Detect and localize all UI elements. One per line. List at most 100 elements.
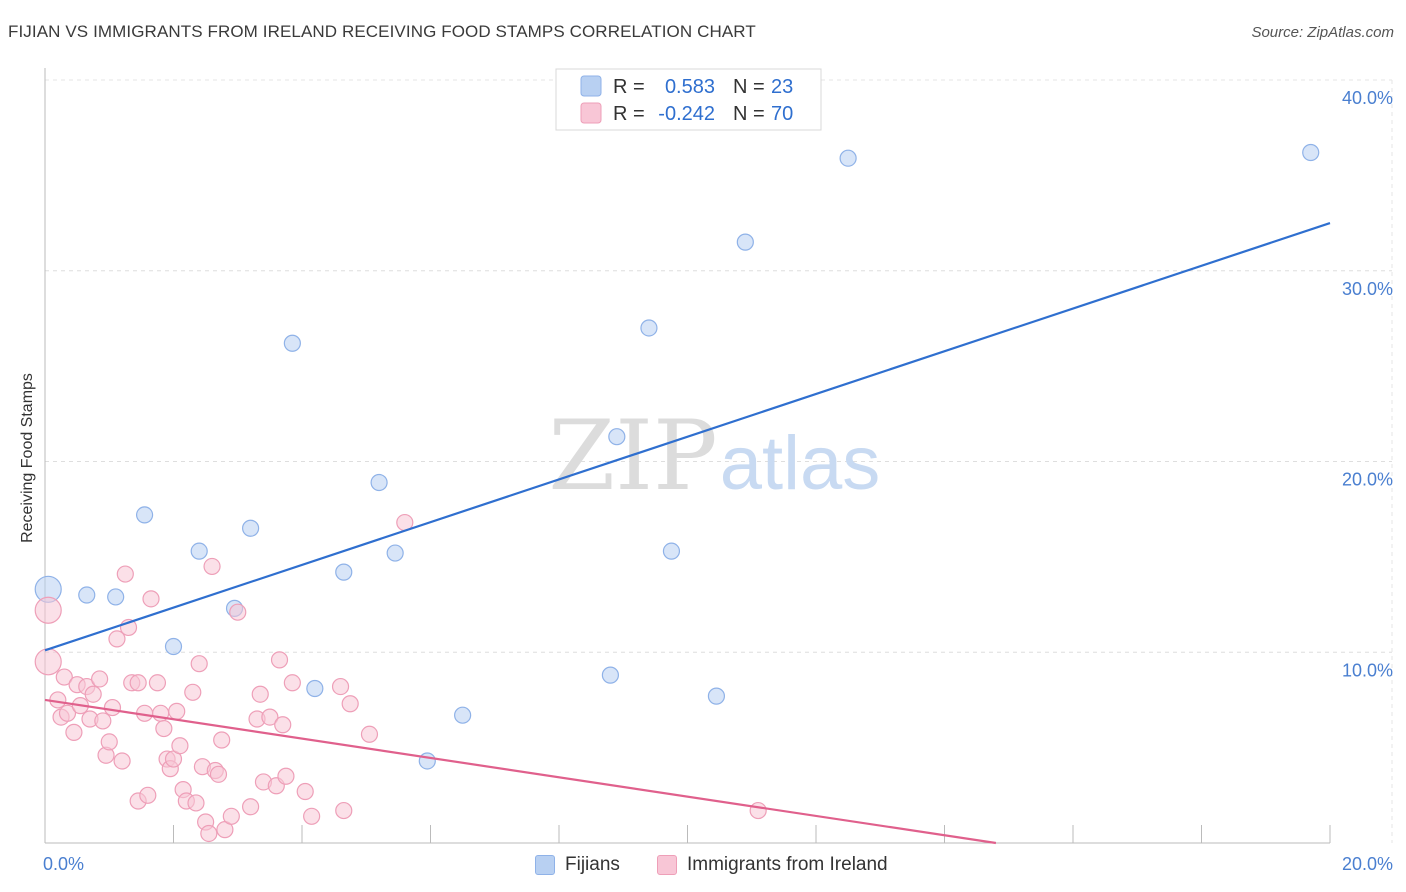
fijian-point [283, 334, 301, 352]
fijians-swatch [535, 855, 555, 875]
fijian-point [640, 319, 658, 337]
ireland-point [200, 824, 218, 843]
ireland-point [116, 565, 134, 583]
ireland-point [168, 702, 186, 720]
y-tick-label: 30.0% [1342, 279, 1393, 299]
ireland-point [142, 590, 160, 608]
fijian-point [242, 519, 260, 537]
ireland-point [155, 719, 173, 738]
ireland-point [222, 807, 240, 825]
ireland-point [148, 674, 167, 692]
fijian-point [601, 666, 620, 684]
legend-r-value-fijians: 0.583 [665, 76, 715, 98]
ireland-point [296, 782, 314, 801]
fijian-point [107, 588, 125, 606]
ireland-point [203, 557, 221, 576]
fijian-point [386, 544, 404, 562]
fijian-point [707, 687, 726, 705]
watermark-atlas: atlas [720, 421, 881, 506]
x-tick-label-max: 20.0% [1342, 854, 1393, 874]
ireland-point [251, 685, 269, 703]
ireland-point [242, 798, 260, 816]
ireland-point [65, 723, 83, 741]
ireland-point [209, 765, 228, 783]
ireland-point [331, 677, 350, 696]
ireland-point [34, 596, 62, 624]
ireland-point [283, 674, 301, 692]
ireland-point [139, 786, 157, 804]
watermark-zip: ZIP [548, 400, 717, 512]
ireland-trend-line [44, 698, 997, 845]
fijian-point [135, 506, 154, 524]
data-points [34, 143, 1320, 843]
ireland-point [213, 731, 231, 749]
fijians-legend-label: Fijians [565, 854, 620, 875]
bottom-legend-ireland[interactable]: Immigrants from Ireland [657, 852, 888, 878]
legend-r-label: R = [613, 76, 645, 98]
ireland-point [94, 712, 112, 730]
x-tick-label-min: 0.0% [43, 854, 84, 874]
fijian-point [608, 428, 626, 446]
y-tick-label: 20.0% [1342, 470, 1393, 490]
ireland-point [58, 704, 77, 722]
trend-lines [44, 222, 1331, 845]
ireland-point [303, 807, 321, 825]
legend-n-value-ireland: 70 [771, 103, 793, 125]
ireland-point [34, 648, 62, 676]
ireland-point [129, 674, 147, 692]
fijian-point [1302, 143, 1320, 162]
legend-n-label: N = [733, 103, 765, 125]
ireland-point [341, 695, 359, 713]
fijian-point [418, 752, 436, 770]
fijian-point [78, 586, 96, 604]
ireland-point [55, 668, 73, 686]
fijian-point [164, 637, 183, 656]
fijian-point [190, 542, 208, 560]
fijian-point [662, 542, 681, 560]
fijian-point [454, 706, 472, 724]
ireland-point [113, 752, 131, 770]
ireland-legend-label: Immigrants from Ireland [687, 854, 888, 875]
source-label: Source: ZipAtlas.com [1251, 24, 1394, 41]
legend-swatch-ireland [580, 102, 602, 124]
legend-n-value-fijians: 23 [771, 76, 793, 98]
ireland-point [171, 737, 189, 755]
ireland-point [360, 725, 379, 743]
chart-title: FIJIAN VS IMMIGRANTS FROM IRELAND RECEIV… [8, 22, 756, 41]
grid-lines [45, 79, 1393, 843]
legend-r-label: R = [613, 103, 645, 125]
watermark: ZIP atlas [548, 400, 880, 512]
legend-box: R = 0.583 N = 23 R = -0.242 N = 70 [555, 68, 822, 131]
axes [44, 68, 1331, 844]
ireland-point [261, 708, 279, 726]
legend-n-label: N = [733, 76, 765, 98]
legend-swatch-fijians [580, 75, 602, 97]
ireland-point [229, 603, 247, 621]
tick-labels: 10.0% 20.0% 30.0% 40.0% 0.0% 20.0% [43, 88, 1393, 874]
ireland-point [184, 683, 202, 701]
ireland-point [274, 716, 292, 734]
bottom-legend-fijians[interactable]: Fijians [535, 852, 620, 878]
ireland-point [108, 630, 126, 648]
legend-r-value-ireland: -0.242 [658, 103, 715, 125]
ireland-point [270, 651, 289, 669]
fijian-point [335, 563, 353, 581]
ireland-point [190, 655, 208, 673]
fijian-point [370, 473, 388, 492]
ireland-point [749, 801, 767, 820]
ireland-point [187, 794, 205, 812]
y-tick-label: 10.0% [1342, 660, 1393, 680]
y-tick-label: 40.0% [1342, 88, 1393, 108]
fijian-point [736, 233, 754, 251]
ireland-point [277, 767, 295, 785]
ireland-point [335, 801, 353, 820]
fijian-trend-line [44, 222, 1331, 652]
ireland-point [84, 685, 102, 703]
fijian-point [306, 679, 324, 698]
ireland-point [91, 670, 109, 688]
ireland-point [100, 733, 118, 751]
ireland-point [103, 698, 122, 717]
fijian-point [839, 149, 857, 167]
ireland-swatch [657, 855, 677, 875]
